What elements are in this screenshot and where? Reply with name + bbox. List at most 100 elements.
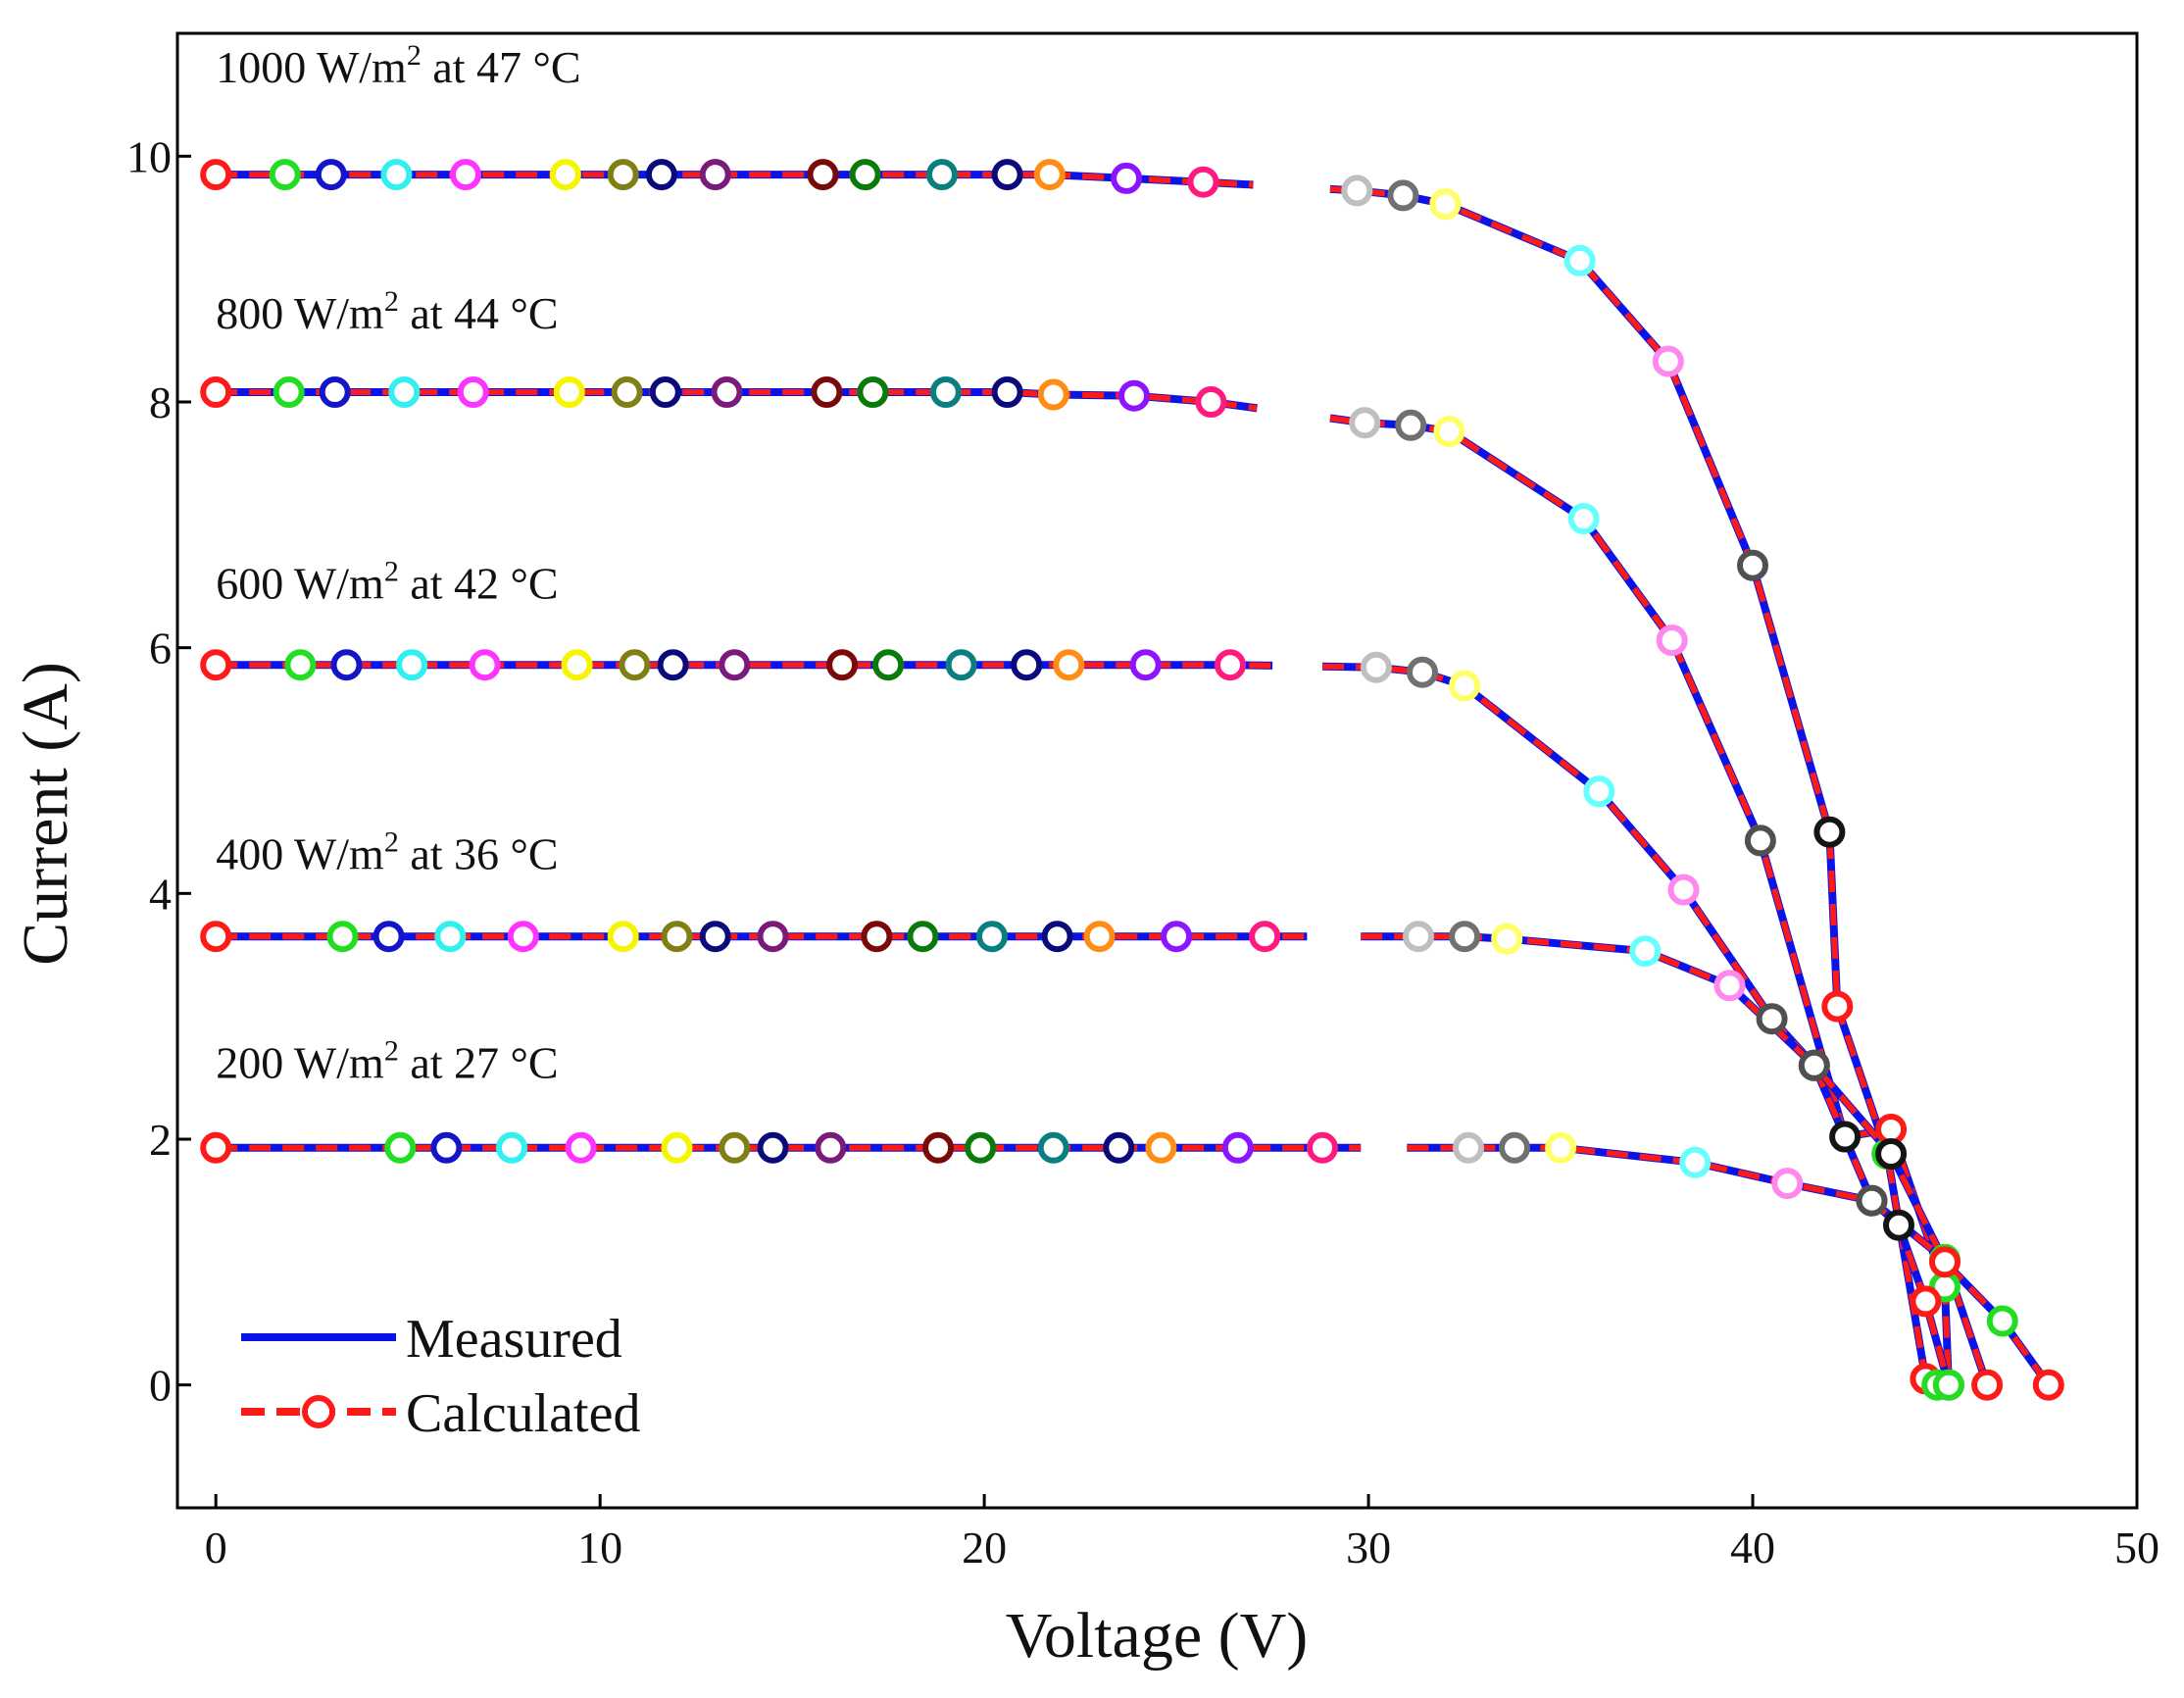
data-point-series-4	[1491, 923, 1523, 955]
data-point-series-3	[719, 649, 751, 681]
y-tick-label: 10	[126, 131, 172, 181]
data-point-series-1	[1564, 244, 1596, 276]
data-point-series-3	[1407, 656, 1438, 688]
data-point-series-3	[561, 649, 593, 681]
data-point-series-3	[1215, 649, 1246, 681]
data-point-series-5	[1679, 1146, 1712, 1178]
data-point-series-3	[619, 649, 651, 681]
measured-line-series-2	[1329, 414, 1953, 1385]
x-tick-label: 20	[962, 1523, 1007, 1573]
data-point-series-4	[2032, 1369, 2064, 1401]
data-point-series-2	[711, 376, 743, 408]
y-tick-label: 2	[149, 1115, 172, 1165]
data-point-series-4	[507, 921, 539, 953]
data-point-series-3	[1667, 874, 1700, 906]
legend-calculated-label: Calculated	[406, 1383, 640, 1444]
data-point-series-2	[1118, 379, 1150, 412]
data-point-series-5	[1103, 1131, 1135, 1164]
data-point-series-4	[1161, 921, 1193, 953]
data-point-series-3	[1129, 649, 1162, 681]
calculated-line-series-3	[1321, 663, 1990, 1386]
data-point-series-3	[1011, 649, 1043, 681]
data-point-series-2	[649, 376, 681, 408]
data-point-series-1	[607, 159, 639, 191]
data-point-series-5	[496, 1131, 527, 1164]
curve-label-series-5: 200 W/m2 at 27 °C	[216, 1034, 558, 1087]
data-point-series-2	[857, 376, 889, 408]
y-tick-label: 8	[149, 377, 172, 427]
x-axis-title: Voltage (V)	[1006, 1600, 1309, 1672]
data-point-series-2	[991, 376, 1023, 408]
curves-layer	[216, 171, 2053, 1389]
data-point-series-4	[1713, 970, 1746, 1002]
data-point-series-2	[1744, 824, 1776, 857]
curve-label-temperature: at 47 °C	[422, 42, 581, 92]
data-point-series-3	[1053, 649, 1085, 681]
data-point-series-2	[1395, 409, 1427, 441]
y-axis-title: Current (A)	[10, 662, 81, 966]
data-point-series-4	[861, 921, 893, 953]
data-point-series-5	[922, 1131, 955, 1164]
data-point-series-1	[1033, 159, 1066, 191]
curve-label-irradiance: 200 W/m	[216, 1037, 384, 1087]
data-point-series-3	[1583, 775, 1615, 808]
data-point-series-2	[273, 376, 305, 408]
curve-label-superscript: 2	[384, 825, 399, 858]
data-point-series-1	[380, 159, 413, 191]
data-point-series-5	[1856, 1184, 1888, 1217]
x-tick-label: 0	[205, 1523, 227, 1573]
calculated-line-series-5	[1407, 1144, 1952, 1386]
data-point-series-3	[1756, 1003, 1788, 1035]
curve-label-temperature: at 36 °C	[399, 828, 559, 878]
x-tick-label: 50	[2114, 1523, 2159, 1573]
data-point-series-4	[1449, 921, 1481, 953]
curve-label-superscript: 2	[407, 39, 422, 72]
data-point-series-3	[284, 649, 317, 681]
data-point-series-4	[1986, 1305, 2018, 1337]
curve-label-temperature: at 44 °C	[399, 288, 559, 338]
legend-measured-label: Measured	[406, 1309, 622, 1370]
data-point-series-2	[200, 376, 232, 408]
data-point-series-4	[1798, 1049, 1830, 1081]
data-point-series-3	[330, 649, 363, 681]
data-point-series-2	[1037, 378, 1069, 411]
data-point-series-4	[907, 921, 939, 953]
data-point-series-4	[200, 921, 232, 953]
data-point-series-5	[1221, 1131, 1254, 1164]
data-point-series-4	[699, 921, 731, 953]
data-point-series-1	[1387, 179, 1419, 212]
data-point-series-3	[657, 649, 689, 681]
data-point-series-2	[929, 376, 962, 408]
curve-label-series-3: 600 W/m2 at 42 °C	[216, 556, 558, 609]
curve-label-series-1: 1000 W/m2 at 47 °C	[216, 39, 580, 92]
data-point-series-4	[757, 921, 789, 953]
curve-label-irradiance: 1000 W/m	[216, 42, 407, 92]
data-point-series-4	[976, 921, 1008, 953]
data-point-series-4	[1403, 921, 1434, 953]
data-point-series-5	[1453, 1131, 1484, 1164]
measured-line-series-3	[1321, 662, 1991, 1386]
data-point-series-2	[1567, 503, 1600, 535]
data-point-series-2	[1656, 624, 1688, 657]
measured-line-series-1	[1329, 184, 1940, 1389]
data-point-series-3	[1449, 670, 1481, 702]
data-point-series-1	[1341, 175, 1373, 207]
data-point-series-4	[661, 921, 693, 953]
data-point-series-1	[315, 159, 347, 191]
data-point-series-1	[549, 159, 581, 191]
data-point-series-1	[1737, 549, 1768, 581]
data-point-series-1	[450, 159, 481, 191]
data-point-series-5	[1910, 1285, 1942, 1318]
data-point-series-5	[1307, 1131, 1338, 1164]
data-point-series-1	[1652, 345, 1684, 377]
data-point-series-5	[757, 1131, 789, 1164]
data-point-series-5	[1932, 1369, 1964, 1401]
data-point-series-1	[1187, 166, 1219, 198]
data-point-series-5	[1771, 1168, 1804, 1200]
data-point-series-3	[200, 649, 232, 681]
curve-label-series-2: 800 W/m2 at 44 °C	[216, 285, 558, 338]
data-point-series-4	[1929, 1246, 1961, 1278]
data-point-series-2	[1433, 416, 1465, 448]
data-point-series-2	[1829, 1121, 1861, 1153]
data-point-series-4	[1249, 921, 1281, 953]
